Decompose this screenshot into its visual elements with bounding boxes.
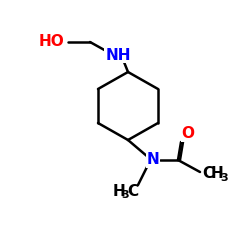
Text: O: O <box>182 126 194 142</box>
Text: HO: HO <box>39 34 65 50</box>
Text: H: H <box>211 166 224 182</box>
Text: H: H <box>113 184 126 200</box>
Text: C: C <box>202 166 213 182</box>
Text: 3: 3 <box>121 190 128 200</box>
Text: 3: 3 <box>220 173 228 183</box>
Text: NH: NH <box>105 48 131 62</box>
Text: N: N <box>146 152 160 168</box>
Text: C: C <box>127 184 138 200</box>
